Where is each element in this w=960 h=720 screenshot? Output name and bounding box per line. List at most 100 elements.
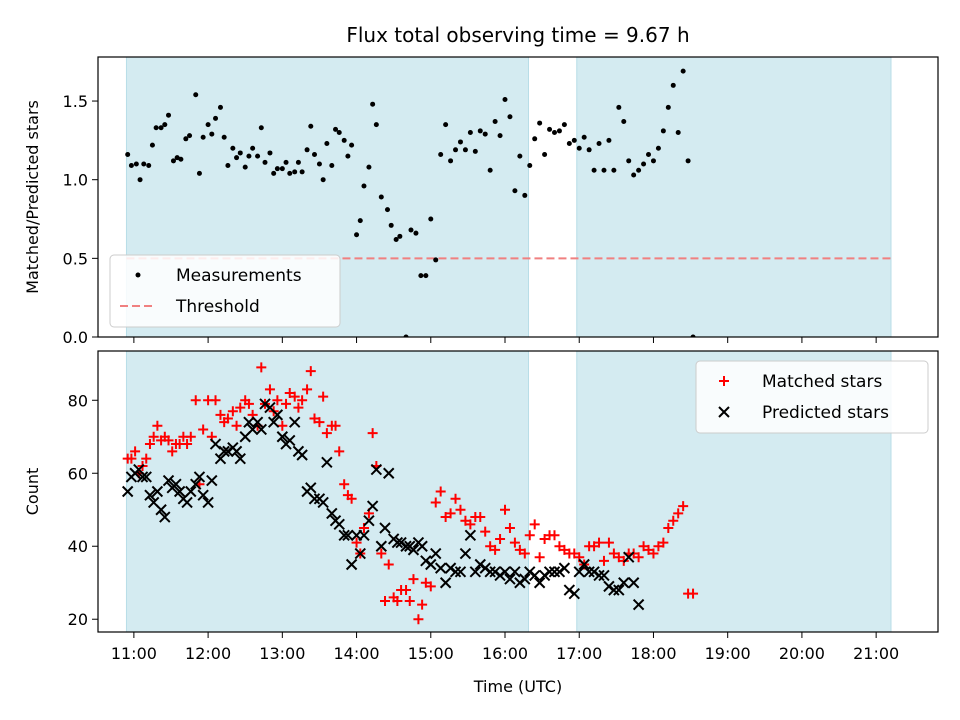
data-point xyxy=(357,218,363,224)
data-point xyxy=(678,501,689,512)
data-point xyxy=(234,452,246,465)
data-point xyxy=(314,417,325,428)
y-tick-label: 0.0 xyxy=(63,328,88,347)
data-point xyxy=(329,163,335,169)
data-point xyxy=(193,92,199,98)
legend-label: Measurements xyxy=(176,266,302,286)
data-point xyxy=(166,112,172,118)
data-point xyxy=(187,133,193,139)
chart-title: Flux total observing time = 9.67 h xyxy=(346,23,689,47)
data-point xyxy=(512,188,518,194)
axes-frame xyxy=(97,350,939,633)
data-point xyxy=(163,435,174,446)
data-point xyxy=(658,537,669,548)
data-point xyxy=(246,153,252,159)
data-point xyxy=(333,126,339,132)
data-point xyxy=(326,507,338,520)
data-point xyxy=(338,529,350,541)
data-point xyxy=(375,540,388,552)
data-point xyxy=(690,334,696,337)
observing-window-2 xyxy=(576,57,891,337)
ratio-panel: 0.0 0.5 1.0 1.5 Matched/Predicted stars Measu… xyxy=(23,56,939,347)
data-point xyxy=(391,536,404,549)
data-point xyxy=(293,402,304,413)
data-point xyxy=(482,131,488,137)
data-point xyxy=(197,489,209,501)
data-point xyxy=(383,559,394,570)
data-point xyxy=(571,137,577,143)
data-point xyxy=(363,514,375,527)
data-point xyxy=(528,569,541,582)
data-point xyxy=(221,134,227,140)
series-predicted-stars xyxy=(121,398,645,611)
data-point xyxy=(655,145,661,151)
data-point xyxy=(167,446,178,457)
data-point xyxy=(170,478,182,490)
x-tick-label: 17:00 xyxy=(556,644,602,663)
legend-swatch xyxy=(718,406,730,418)
data-point xyxy=(537,120,543,126)
data-point xyxy=(542,152,548,158)
data-point xyxy=(551,130,557,136)
data-point xyxy=(509,566,521,578)
observing-window-1 xyxy=(126,351,529,632)
data-point xyxy=(443,122,449,128)
data-point xyxy=(457,139,463,145)
data-point xyxy=(558,562,571,574)
data-point xyxy=(477,128,483,134)
data-point xyxy=(534,552,545,563)
data-point xyxy=(591,167,597,173)
data-point xyxy=(366,500,379,512)
data-point xyxy=(230,445,243,458)
data-point xyxy=(302,384,313,395)
data-point xyxy=(532,136,538,142)
data-point xyxy=(308,493,321,505)
data-point xyxy=(149,142,155,148)
x-tick-label: 19:00 xyxy=(705,644,751,663)
data-point xyxy=(144,489,156,501)
legend-box xyxy=(109,254,341,328)
data-point xyxy=(646,152,652,158)
data-point xyxy=(324,141,330,147)
data-point xyxy=(529,519,540,530)
legend-label: Predicted stars xyxy=(762,403,889,423)
data-point xyxy=(608,584,620,596)
data-point xyxy=(504,573,516,585)
data-point xyxy=(495,533,506,544)
data-point xyxy=(162,474,175,487)
data-point xyxy=(137,177,143,183)
data-point xyxy=(339,479,350,490)
data-point xyxy=(408,227,414,233)
data-point xyxy=(428,216,434,222)
data-point xyxy=(578,558,590,571)
data-point xyxy=(631,172,637,178)
data-point xyxy=(670,82,676,88)
data-point xyxy=(370,101,376,107)
data-point xyxy=(459,547,472,560)
data-point xyxy=(650,158,656,164)
data-point xyxy=(237,150,243,156)
data-point xyxy=(613,584,625,596)
data-point xyxy=(198,424,209,435)
data-point xyxy=(611,167,617,173)
data-point xyxy=(467,130,473,136)
data-point xyxy=(321,428,332,439)
data-point xyxy=(295,159,301,165)
data-point xyxy=(271,409,284,421)
data-point xyxy=(333,518,345,531)
data-point xyxy=(660,128,666,134)
data-point xyxy=(533,577,546,589)
data-point xyxy=(507,114,513,120)
data-point xyxy=(403,334,409,337)
data-point xyxy=(267,150,273,156)
data-point xyxy=(445,508,456,519)
data-point xyxy=(524,530,535,541)
data-point xyxy=(566,141,572,147)
data-point xyxy=(173,485,186,498)
data-point xyxy=(475,512,486,523)
series-measurements xyxy=(125,68,696,337)
data-point xyxy=(206,474,218,487)
data-point xyxy=(576,145,582,151)
data-point xyxy=(497,133,503,139)
